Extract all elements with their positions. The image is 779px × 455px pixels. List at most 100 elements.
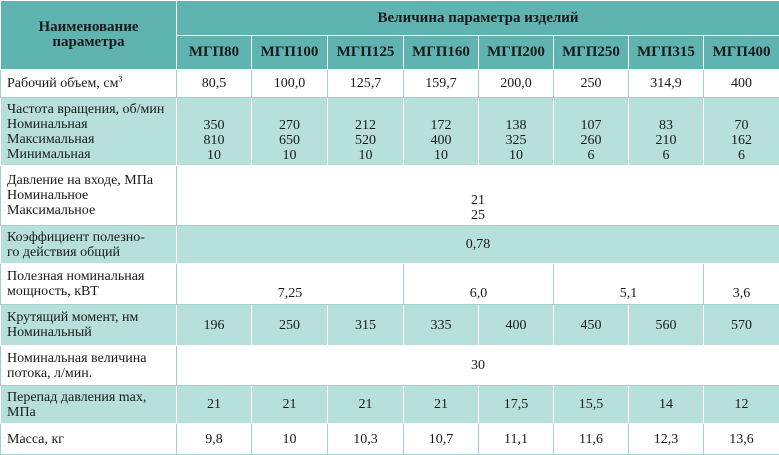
header-row: Наименование параметра Величина параметра … xyxy=(0,0,779,70)
value-text: 12 xyxy=(734,397,749,412)
model-header: МГП250 xyxy=(553,35,629,70)
data-row: Номинальная величина потока, л/мин. 30 xyxy=(0,345,779,386)
value-header: Величина параметра изделий xyxy=(175,0,779,36)
value-text: 314,9 xyxy=(650,76,682,91)
label-sup: 3 xyxy=(118,74,123,84)
label-text: Давление на входе, МПа xyxy=(7,173,154,188)
value-cell: 315 xyxy=(327,304,404,346)
value-text: 15,5 xyxy=(578,397,604,412)
value-text: 650 xyxy=(279,133,300,148)
value-cell: 70 162 6 xyxy=(702,97,779,166)
value-text: 21 xyxy=(471,193,486,208)
data-row: Давление на входе, МПа Номинальное Максима… xyxy=(0,165,779,226)
value-cell: 570 xyxy=(702,304,779,346)
data-row: Перепад давления max, МПа 21 21 21 21 17,5 15,5… xyxy=(0,385,779,424)
row-label: Масса, кг xyxy=(0,423,177,455)
value-cell: 21 xyxy=(176,385,252,424)
value-text: 17,5 xyxy=(503,397,529,412)
value-cell: 7,25 xyxy=(176,263,404,305)
value-text: 21 xyxy=(358,397,373,412)
value-cell: 314,9 xyxy=(628,69,704,98)
value-cell: 200,0 xyxy=(478,69,554,98)
value-cell: 83 210 6 xyxy=(628,97,704,166)
row-label: Частота вращения, об/мин Номинальная Макси… xyxy=(0,97,177,166)
value-cell: 335 xyxy=(403,304,479,346)
value-text: 159,7 xyxy=(425,76,457,91)
value-cell: 3,6 xyxy=(702,263,779,305)
value-text: 10 xyxy=(207,148,221,163)
value-cell: 21 xyxy=(327,385,404,424)
value-cell: 30 xyxy=(175,345,779,386)
value-cell: 11,1 xyxy=(478,423,554,455)
value-text: 10 xyxy=(282,431,297,447)
row-label: Перепад давления max, МПа xyxy=(0,385,177,424)
value-text: 400 xyxy=(731,76,753,91)
value-text: 570 xyxy=(731,317,753,333)
value-cell: 172 400 10 xyxy=(403,97,479,166)
data-row: Частота вращения, об/мин Номинальная Макси… xyxy=(0,97,779,166)
data-row: Масса, кг 9,8 10 10,3 10,7 11,1 11,6 12,3 13,6 xyxy=(0,423,779,455)
value-text: 70 xyxy=(734,118,749,133)
value-cell: 12,3 xyxy=(628,423,704,455)
data-row: Полезная номинальная мощность, кВТ 7,25 6,0… xyxy=(0,263,779,305)
value-cell: 196 xyxy=(176,304,252,346)
row-label: Крутящий момент, нм Номинальный xyxy=(0,304,177,346)
value-cell: 6,0 xyxy=(403,263,554,305)
value-cell: 107 260 6 xyxy=(553,97,629,166)
value-text: 11,6 xyxy=(579,431,603,447)
value-text: 30 xyxy=(471,358,486,373)
value-text: 80,5 xyxy=(201,76,227,91)
value-text: 21 xyxy=(207,397,221,412)
label-text: Максимальное xyxy=(7,203,96,218)
model-header: МГП125 xyxy=(327,35,404,70)
row-label: Коэффициент полезно-го действия общий xyxy=(0,225,177,264)
value-text: 6 xyxy=(738,148,746,163)
value-text: 210 xyxy=(655,133,677,148)
value-cell: 21 xyxy=(403,385,479,424)
label-text: го действия общий xyxy=(7,244,120,260)
value-text: 520 xyxy=(355,133,376,148)
label-text: мощность, кВТ xyxy=(7,284,99,299)
value-cell: 12 xyxy=(702,385,779,424)
param-header: Наименование параметра xyxy=(0,0,177,70)
value-cell: 14 xyxy=(628,385,704,424)
label-text: Полезная номинальная xyxy=(7,269,145,284)
value-cell: 21 xyxy=(251,385,328,424)
value-text: 172 xyxy=(430,118,452,133)
value-cell: 80,5 xyxy=(176,69,252,98)
value-text: 12,3 xyxy=(653,431,679,447)
value-cell: 159,7 xyxy=(403,69,479,98)
header-text: Наименование xyxy=(38,19,139,35)
value-text: 5,1 xyxy=(619,286,638,301)
value-cell: 270 650 10 xyxy=(251,97,328,166)
value-text: 560 xyxy=(655,317,677,333)
value-cell: 17,5 xyxy=(478,385,554,424)
value-text: 810 xyxy=(203,133,225,148)
value-text: 400 xyxy=(430,133,452,148)
value-text: 138 xyxy=(505,118,527,133)
value-cell: 138 325 10 xyxy=(478,97,554,166)
model-header: МГП160 xyxy=(403,35,479,70)
value-text: 250 xyxy=(279,317,300,333)
value-text: 6,0 xyxy=(469,286,488,301)
value-text: 6 xyxy=(662,148,670,163)
row-label: Давление на входе, МПа Номинальное Максима… xyxy=(0,165,177,226)
value-text: 7,25 xyxy=(277,286,303,301)
value-text: 25 xyxy=(471,208,486,223)
value-text: 212 xyxy=(355,118,376,133)
row-label: Рабочий объем, см3 xyxy=(0,69,177,98)
label-text: Минимальная xyxy=(7,146,91,162)
label-text: Номинальное xyxy=(7,188,89,203)
model-header: МГП315 xyxy=(628,35,704,70)
value-text: 450 xyxy=(580,317,602,333)
value-cell: 100,0 xyxy=(251,69,328,98)
value-cell: 125,7 xyxy=(327,69,404,98)
value-text: 11,1 xyxy=(504,431,528,447)
value-cell: 400 xyxy=(702,69,779,98)
value-text: 10,3 xyxy=(353,431,378,447)
value-cell: 250 xyxy=(553,69,629,98)
value-text: 10 xyxy=(358,148,373,163)
model-header: МГП100 xyxy=(251,35,328,70)
value-cell: 13,6 xyxy=(702,423,779,455)
value-cell: 9,8 xyxy=(176,423,252,455)
